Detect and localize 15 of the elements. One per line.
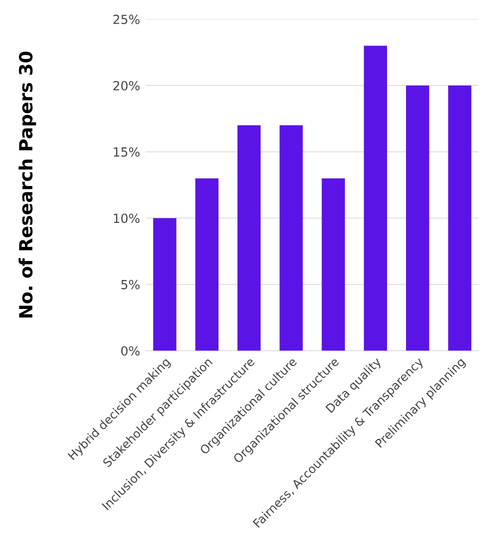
y-tick-label: 0% — [121, 346, 140, 356]
y-tick-label: 20% — [113, 80, 140, 90]
bar — [280, 125, 303, 351]
y-tick-label: 5% — [121, 280, 140, 290]
bar — [406, 85, 430, 351]
y-tick-label: 10% — [114, 214, 140, 224]
bar — [153, 218, 176, 351]
bar — [364, 46, 388, 351]
bar — [237, 125, 261, 351]
bar — [448, 85, 472, 351]
y-axis-title: No. of Research Papers 30 — [18, 52, 36, 318]
y-tick-label: 15% — [114, 147, 140, 157]
y-tick-label: 25% — [113, 14, 140, 24]
bar — [322, 178, 345, 351]
bar — [195, 178, 218, 351]
